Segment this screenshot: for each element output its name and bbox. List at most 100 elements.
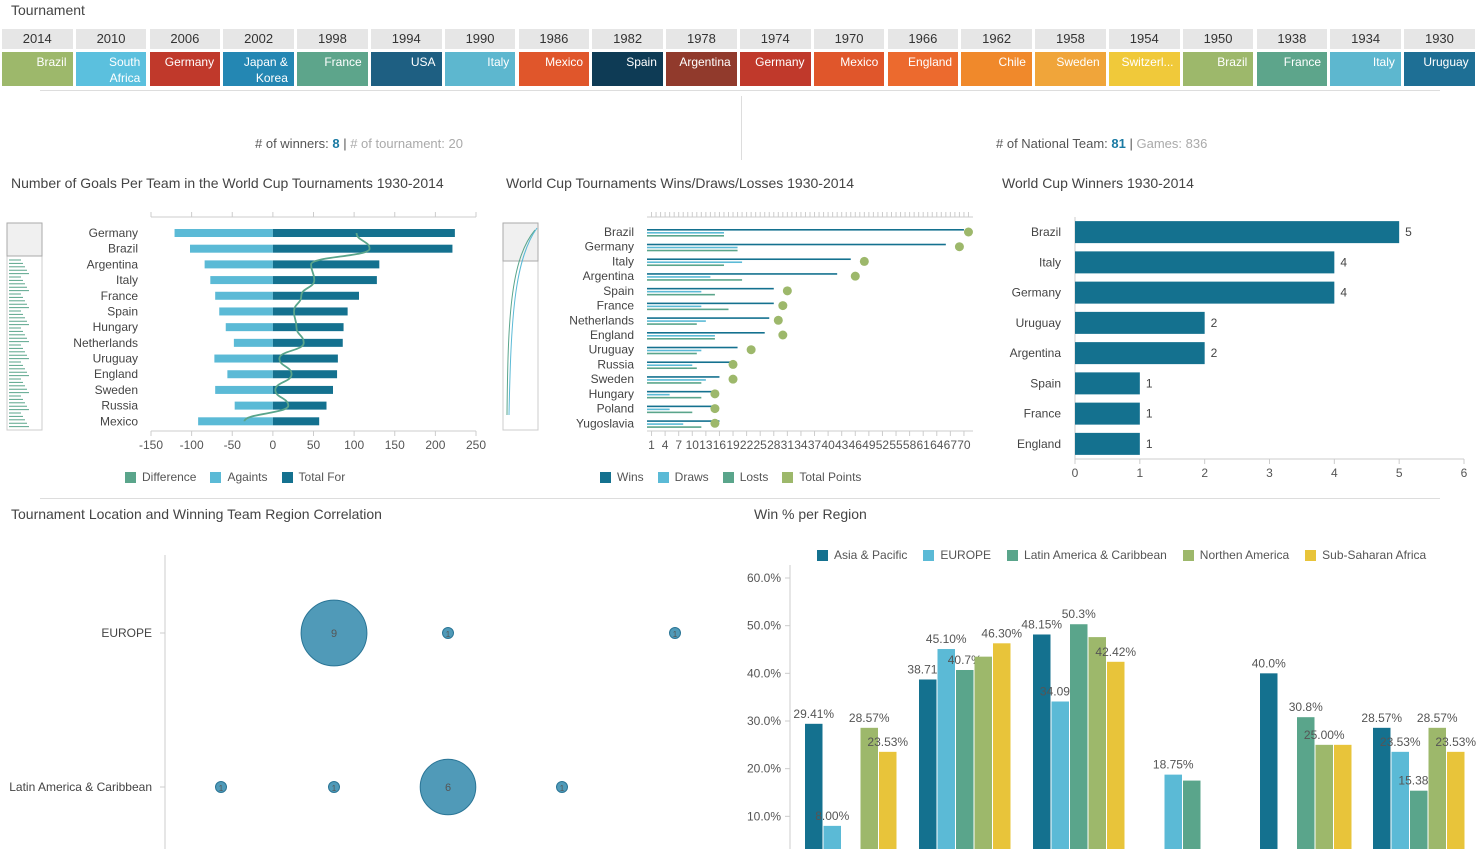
bar-losts[interactable] (647, 323, 697, 325)
bar-region-win[interactable] (1260, 673, 1278, 849)
bar-total-for[interactable] (272, 291, 359, 300)
point-total-points[interactable] (710, 389, 720, 399)
point-total-points[interactable] (710, 404, 720, 414)
bubble[interactable] (669, 627, 681, 639)
bar-region-win[interactable] (1033, 634, 1051, 849)
bar-region-win[interactable] (956, 669, 974, 849)
point-total-points[interactable] (773, 315, 783, 325)
tournament-year-2006[interactable]: 2006 (149, 29, 221, 49)
bar-total-for[interactable] (272, 323, 344, 332)
bar-wins[interactable] (647, 302, 774, 305)
bar-total-for[interactable] (272, 307, 348, 316)
tournament-winner-1934[interactable]: Italy (1330, 52, 1401, 86)
bar-total-for[interactable] (272, 401, 327, 410)
bar-total-for[interactable] (272, 260, 380, 269)
tournament-year-2010[interactable]: 2010 (75, 29, 147, 49)
bar-againts[interactable] (234, 401, 273, 410)
tournament-winner-1978[interactable]: Argentina (666, 52, 737, 86)
bar-wins[interactable] (647, 287, 774, 290)
tournament-year-1950[interactable]: 1950 (1182, 29, 1254, 49)
tournament-year-1938[interactable]: 1938 (1256, 29, 1328, 49)
difference-line[interactable] (243, 232, 371, 422)
bar-draws[interactable] (647, 320, 706, 322)
bar-losts[interactable] (647, 279, 743, 281)
bar-region-win[interactable] (1334, 744, 1352, 849)
bar-againts[interactable] (215, 291, 273, 300)
legend-item-total-for[interactable]: Total For (281, 470, 345, 484)
point-total-points[interactable] (850, 271, 860, 281)
bar-region-win[interactable] (1428, 727, 1447, 849)
tournament-winner-2010[interactable]: South Africa (75, 52, 147, 86)
bar-winner-count[interactable] (1075, 221, 1400, 244)
bar-total-for[interactable] (272, 370, 338, 379)
tournament-year-1994[interactable]: 1994 (371, 29, 442, 49)
bar-winner-count[interactable] (1075, 342, 1205, 365)
point-total-points[interactable] (728, 374, 738, 384)
tournament-winner-1962[interactable]: Chile (961, 52, 1032, 86)
bar-againts[interactable] (210, 276, 273, 285)
bar-losts[interactable] (647, 352, 697, 355)
tournament-winner-1958[interactable]: Sweden (1035, 52, 1106, 86)
bar-draws[interactable] (647, 305, 702, 308)
legend-item-total-points[interactable]: Total Points (782, 470, 861, 484)
bar-winner-count[interactable] (1075, 281, 1335, 304)
tournament-year-1998[interactable]: 1998 (297, 29, 368, 49)
bar-againts[interactable] (219, 307, 273, 316)
bubble[interactable] (419, 758, 477, 816)
point-total-points[interactable] (778, 330, 788, 340)
bar-againts[interactable] (214, 354, 273, 363)
bar-total-for[interactable] (272, 338, 343, 347)
bar-region-win[interactable] (1107, 661, 1125, 849)
bar-losts[interactable] (647, 396, 702, 399)
bubble[interactable] (300, 599, 368, 667)
point-total-points[interactable] (778, 301, 788, 311)
bar-losts[interactable] (647, 249, 738, 252)
point-total-points[interactable] (859, 256, 869, 266)
bar-againts[interactable] (174, 229, 273, 237)
bar-winner-count[interactable] (1075, 251, 1335, 274)
bar-total-for[interactable] (272, 276, 377, 285)
legend-item-europe[interactable]: EUROPE (923, 548, 991, 562)
bar-wins[interactable] (647, 420, 720, 422)
bubble[interactable] (556, 781, 568, 793)
scroll-handle[interactable] (6, 222, 43, 257)
tournament-winner-2002[interactable]: Japan & Korea (223, 52, 294, 86)
legend-item-sub-saharan-africa[interactable]: Sub-Saharan Africa (1305, 548, 1426, 562)
tournament-year-1930[interactable]: 1930 (1404, 29, 1475, 49)
bar-region-win[interactable] (1164, 774, 1183, 849)
bar-region-win[interactable] (937, 649, 956, 849)
tournament-year-1954[interactable]: 1954 (1109, 29, 1180, 49)
bar-losts[interactable] (647, 293, 715, 296)
bar-againts[interactable] (204, 260, 273, 269)
tournament-winner-1954[interactable]: Switzerl... (1109, 52, 1180, 86)
point-total-points[interactable] (963, 227, 973, 237)
bar-total-for[interactable] (272, 354, 338, 363)
bubble[interactable] (215, 781, 227, 793)
bar-againts[interactable] (227, 370, 273, 379)
bar-winner-count[interactable] (1075, 432, 1140, 455)
bar-againts[interactable] (198, 417, 273, 426)
bar-region-win[interactable] (879, 751, 897, 849)
bar-region-win[interactable] (1373, 727, 1391, 849)
bar-region-win[interactable] (1447, 751, 1465, 849)
bar-wins[interactable] (647, 317, 770, 319)
tournament-year-1970[interactable]: 1970 (813, 29, 885, 49)
bar-wins[interactable] (647, 229, 964, 231)
bar-losts[interactable] (647, 382, 702, 384)
bar-region-win[interactable] (1070, 624, 1088, 849)
bar-draws[interactable] (647, 335, 715, 337)
bar-losts[interactable] (647, 411, 693, 414)
bar-total-for[interactable] (272, 385, 333, 394)
legend-item-difference[interactable]: Difference (125, 470, 196, 484)
tournament-year-1982[interactable]: 1982 (592, 29, 663, 49)
bar-region-win[interactable] (1183, 780, 1201, 849)
bar-region-win[interactable] (974, 656, 993, 849)
legend-item-northen-america[interactable]: Northen America (1182, 548, 1289, 562)
tournament-year-1990[interactable]: 1990 (444, 29, 516, 49)
bar-losts[interactable] (647, 235, 724, 237)
bar-region-win[interactable] (1297, 717, 1315, 849)
bar-total-for[interactable] (272, 244, 453, 253)
bar-wins[interactable] (647, 273, 838, 275)
point-total-points[interactable] (710, 418, 720, 428)
bar-region-win[interactable] (993, 643, 1011, 849)
